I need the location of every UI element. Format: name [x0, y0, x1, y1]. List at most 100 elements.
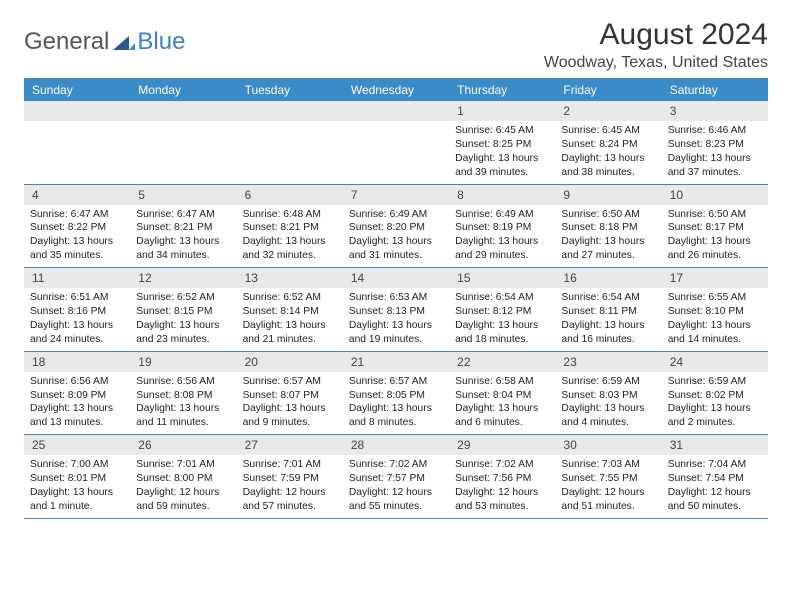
- logo: General Blue: [24, 18, 185, 56]
- sunset-text: Sunset: 8:16 PM: [30, 305, 124, 319]
- day-cell: 3 Sunrise: 6:46 AMSunset: 8:23 PMDaylight…: [662, 101, 768, 184]
- day-info: Sunrise: 6:47 AMSunset: 8:22 PMDaylight:…: [24, 208, 130, 266]
- sunrise-text: Sunrise: 6:59 AM: [561, 375, 655, 389]
- daylight-text-1: Daylight: 13 hours: [243, 319, 337, 333]
- sunrise-text: Sunrise: 6:58 AM: [455, 375, 549, 389]
- daylight-text-2: and 21 minutes.: [243, 333, 337, 347]
- day-info: Sunrise: 7:00 AMSunset: 8:01 PMDaylight:…: [24, 458, 130, 516]
- daylight-text-2: and 38 minutes.: [561, 166, 655, 180]
- day-cell: 18Sunrise: 6:56 AMSunset: 8:09 PMDayligh…: [24, 352, 130, 435]
- sunrise-text: Sunrise: 7:04 AM: [668, 458, 762, 472]
- daylight-text-2: and 50 minutes.: [668, 500, 762, 514]
- daylight-text-1: Daylight: 12 hours: [561, 486, 655, 500]
- day-number: 16: [555, 268, 661, 288]
- logo-sail-icon: [113, 29, 135, 43]
- day-number: 29: [449, 435, 555, 455]
- day-cell: 10Sunrise: 6:50 AMSunset: 8:17 PMDayligh…: [662, 185, 768, 268]
- day-info: Sunrise: 7:04 AMSunset: 7:54 PMDaylight:…: [662, 458, 768, 516]
- weekday-header: Thursday: [449, 79, 555, 101]
- day-cell: 12Sunrise: 6:52 AMSunset: 8:15 PMDayligh…: [130, 268, 236, 351]
- daylight-text-2: and 4 minutes.: [561, 416, 655, 430]
- calendar: Sunday Monday Tuesday Wednesday Thursday…: [24, 78, 768, 519]
- day-number: 25: [24, 435, 130, 455]
- weekday-header: Wednesday: [343, 79, 449, 101]
- day-cell: 25 Sunrise: 7:00 AMSunset: 8:01 PMDayligh…: [24, 435, 130, 518]
- day-number: 9: [555, 185, 661, 205]
- day-info: Sunrise: 6:52 AMSunset: 8:15 PMDaylight:…: [130, 291, 236, 349]
- day-info: Sunrise: 6:46 AMSunset: 8:23 PMDaylight:…: [662, 124, 768, 182]
- day-number: 10: [662, 185, 768, 205]
- daylight-text-2: and 24 minutes.: [30, 333, 124, 347]
- sunrise-text: Sunrise: 6:52 AM: [136, 291, 230, 305]
- sunrise-text: Sunrise: 7:03 AM: [561, 458, 655, 472]
- daylight-text-2: and 57 minutes.: [243, 500, 337, 514]
- day-info: Sunrise: 6:53 AMSunset: 8:13 PMDaylight:…: [343, 291, 449, 349]
- daylight-text-1: Daylight: 13 hours: [30, 402, 124, 416]
- day-cell: 15Sunrise: 6:54 AMSunset: 8:12 PMDayligh…: [449, 268, 555, 351]
- day-cell: 31Sunrise: 7:04 AMSunset: 7:54 PMDayligh…: [662, 435, 768, 518]
- week-row: 11Sunrise: 6:51 AMSunset: 8:16 PMDayligh…: [24, 268, 768, 352]
- day-number: 3: [662, 101, 768, 121]
- daylight-text-1: Daylight: 13 hours: [561, 402, 655, 416]
- daylight-text-2: and 35 minutes.: [30, 249, 124, 263]
- sunrise-text: Sunrise: 6:57 AM: [349, 375, 443, 389]
- day-cell: [237, 101, 343, 184]
- day-cell: 11Sunrise: 6:51 AMSunset: 8:16 PMDayligh…: [24, 268, 130, 351]
- sunrise-text: Sunrise: 6:48 AM: [243, 208, 337, 222]
- day-cell: 2Sunrise: 6:45 AMSunset: 8:24 PMDaylight…: [555, 101, 661, 184]
- sunrise-text: Sunrise: 6:57 AM: [243, 375, 337, 389]
- daylight-text-1: Daylight: 13 hours: [30, 235, 124, 249]
- daylight-text-2: and 18 minutes.: [455, 333, 549, 347]
- day-number: [237, 101, 343, 121]
- sunrise-text: Sunrise: 6:55 AM: [668, 291, 762, 305]
- day-number: 2: [555, 101, 661, 121]
- daylight-text-1: Daylight: 13 hours: [349, 235, 443, 249]
- logo-text-blue: Blue: [137, 28, 185, 56]
- day-cell: 21Sunrise: 6:57 AMSunset: 8:05 PMDayligh…: [343, 352, 449, 435]
- sunset-text: Sunset: 8:15 PM: [136, 305, 230, 319]
- day-info: Sunrise: 7:02 AMSunset: 7:57 PMDaylight:…: [343, 458, 449, 516]
- daylight-text-2: and 19 minutes.: [349, 333, 443, 347]
- day-info: Sunrise: 6:56 AMSunset: 8:08 PMDaylight:…: [130, 375, 236, 433]
- day-number: 20: [237, 352, 343, 372]
- daylight-text-1: Daylight: 12 hours: [136, 486, 230, 500]
- daylight-text-2: and 59 minutes.: [136, 500, 230, 514]
- daylight-text-1: Daylight: 13 hours: [455, 402, 549, 416]
- day-cell: 30Sunrise: 7:03 AMSunset: 7:55 PMDayligh…: [555, 435, 661, 518]
- sunset-text: Sunset: 8:00 PM: [136, 472, 230, 486]
- daylight-text-2: and 32 minutes.: [243, 249, 337, 263]
- sunset-text: Sunset: 8:13 PM: [349, 305, 443, 319]
- weekday-header-row: Sunday Monday Tuesday Wednesday Thursday…: [24, 79, 768, 101]
- daylight-text-2: and 37 minutes.: [668, 166, 762, 180]
- sunrise-text: Sunrise: 7:01 AM: [136, 458, 230, 472]
- sunset-text: Sunset: 8:24 PM: [561, 138, 655, 152]
- sunrise-text: Sunrise: 6:51 AM: [30, 291, 124, 305]
- daylight-text-1: Daylight: 12 hours: [455, 486, 549, 500]
- day-number: 8: [449, 185, 555, 205]
- day-info: Sunrise: 7:01 AMSunset: 8:00 PMDaylight:…: [130, 458, 236, 516]
- daylight-text-2: and 31 minutes.: [349, 249, 443, 263]
- sunset-text: Sunset: 8:01 PM: [30, 472, 124, 486]
- daylight-text-2: and 34 minutes.: [136, 249, 230, 263]
- day-info: Sunrise: 6:58 AMSunset: 8:04 PMDaylight:…: [449, 375, 555, 433]
- daylight-text-1: Daylight: 12 hours: [243, 486, 337, 500]
- daylight-text-1: Daylight: 13 hours: [136, 319, 230, 333]
- day-cell: 20 Sunrise: 6:57 AMSunset: 8:07 PMDayligh…: [237, 352, 343, 435]
- daylight-text-2: and 23 minutes.: [136, 333, 230, 347]
- weekday-header: Tuesday: [237, 79, 343, 101]
- sunrise-text: Sunrise: 6:50 AM: [668, 208, 762, 222]
- day-info: Sunrise: 6:57 AMSunset: 8:07 PMDaylight:…: [237, 375, 343, 433]
- sunset-text: Sunset: 8:12 PM: [455, 305, 549, 319]
- sunset-text: Sunset: 8:03 PM: [561, 389, 655, 403]
- daylight-text-2: and 29 minutes.: [455, 249, 549, 263]
- daylight-text-1: Daylight: 13 hours: [561, 319, 655, 333]
- sunrise-text: Sunrise: 6:53 AM: [349, 291, 443, 305]
- day-cell: 6Sunrise: 6:48 AMSunset: 8:21 PMDaylight…: [237, 185, 343, 268]
- sunrise-text: Sunrise: 7:02 AM: [455, 458, 549, 472]
- weekday-header: Saturday: [662, 79, 768, 101]
- daylight-text-2: and 1 minute.: [30, 500, 124, 514]
- daylight-text-1: Daylight: 13 hours: [455, 152, 549, 166]
- day-number: 28: [343, 435, 449, 455]
- day-cell: 17Sunrise: 6:55 AMSunset: 8:10 PMDayligh…: [662, 268, 768, 351]
- daylight-text-2: and 13 minutes.: [30, 416, 124, 430]
